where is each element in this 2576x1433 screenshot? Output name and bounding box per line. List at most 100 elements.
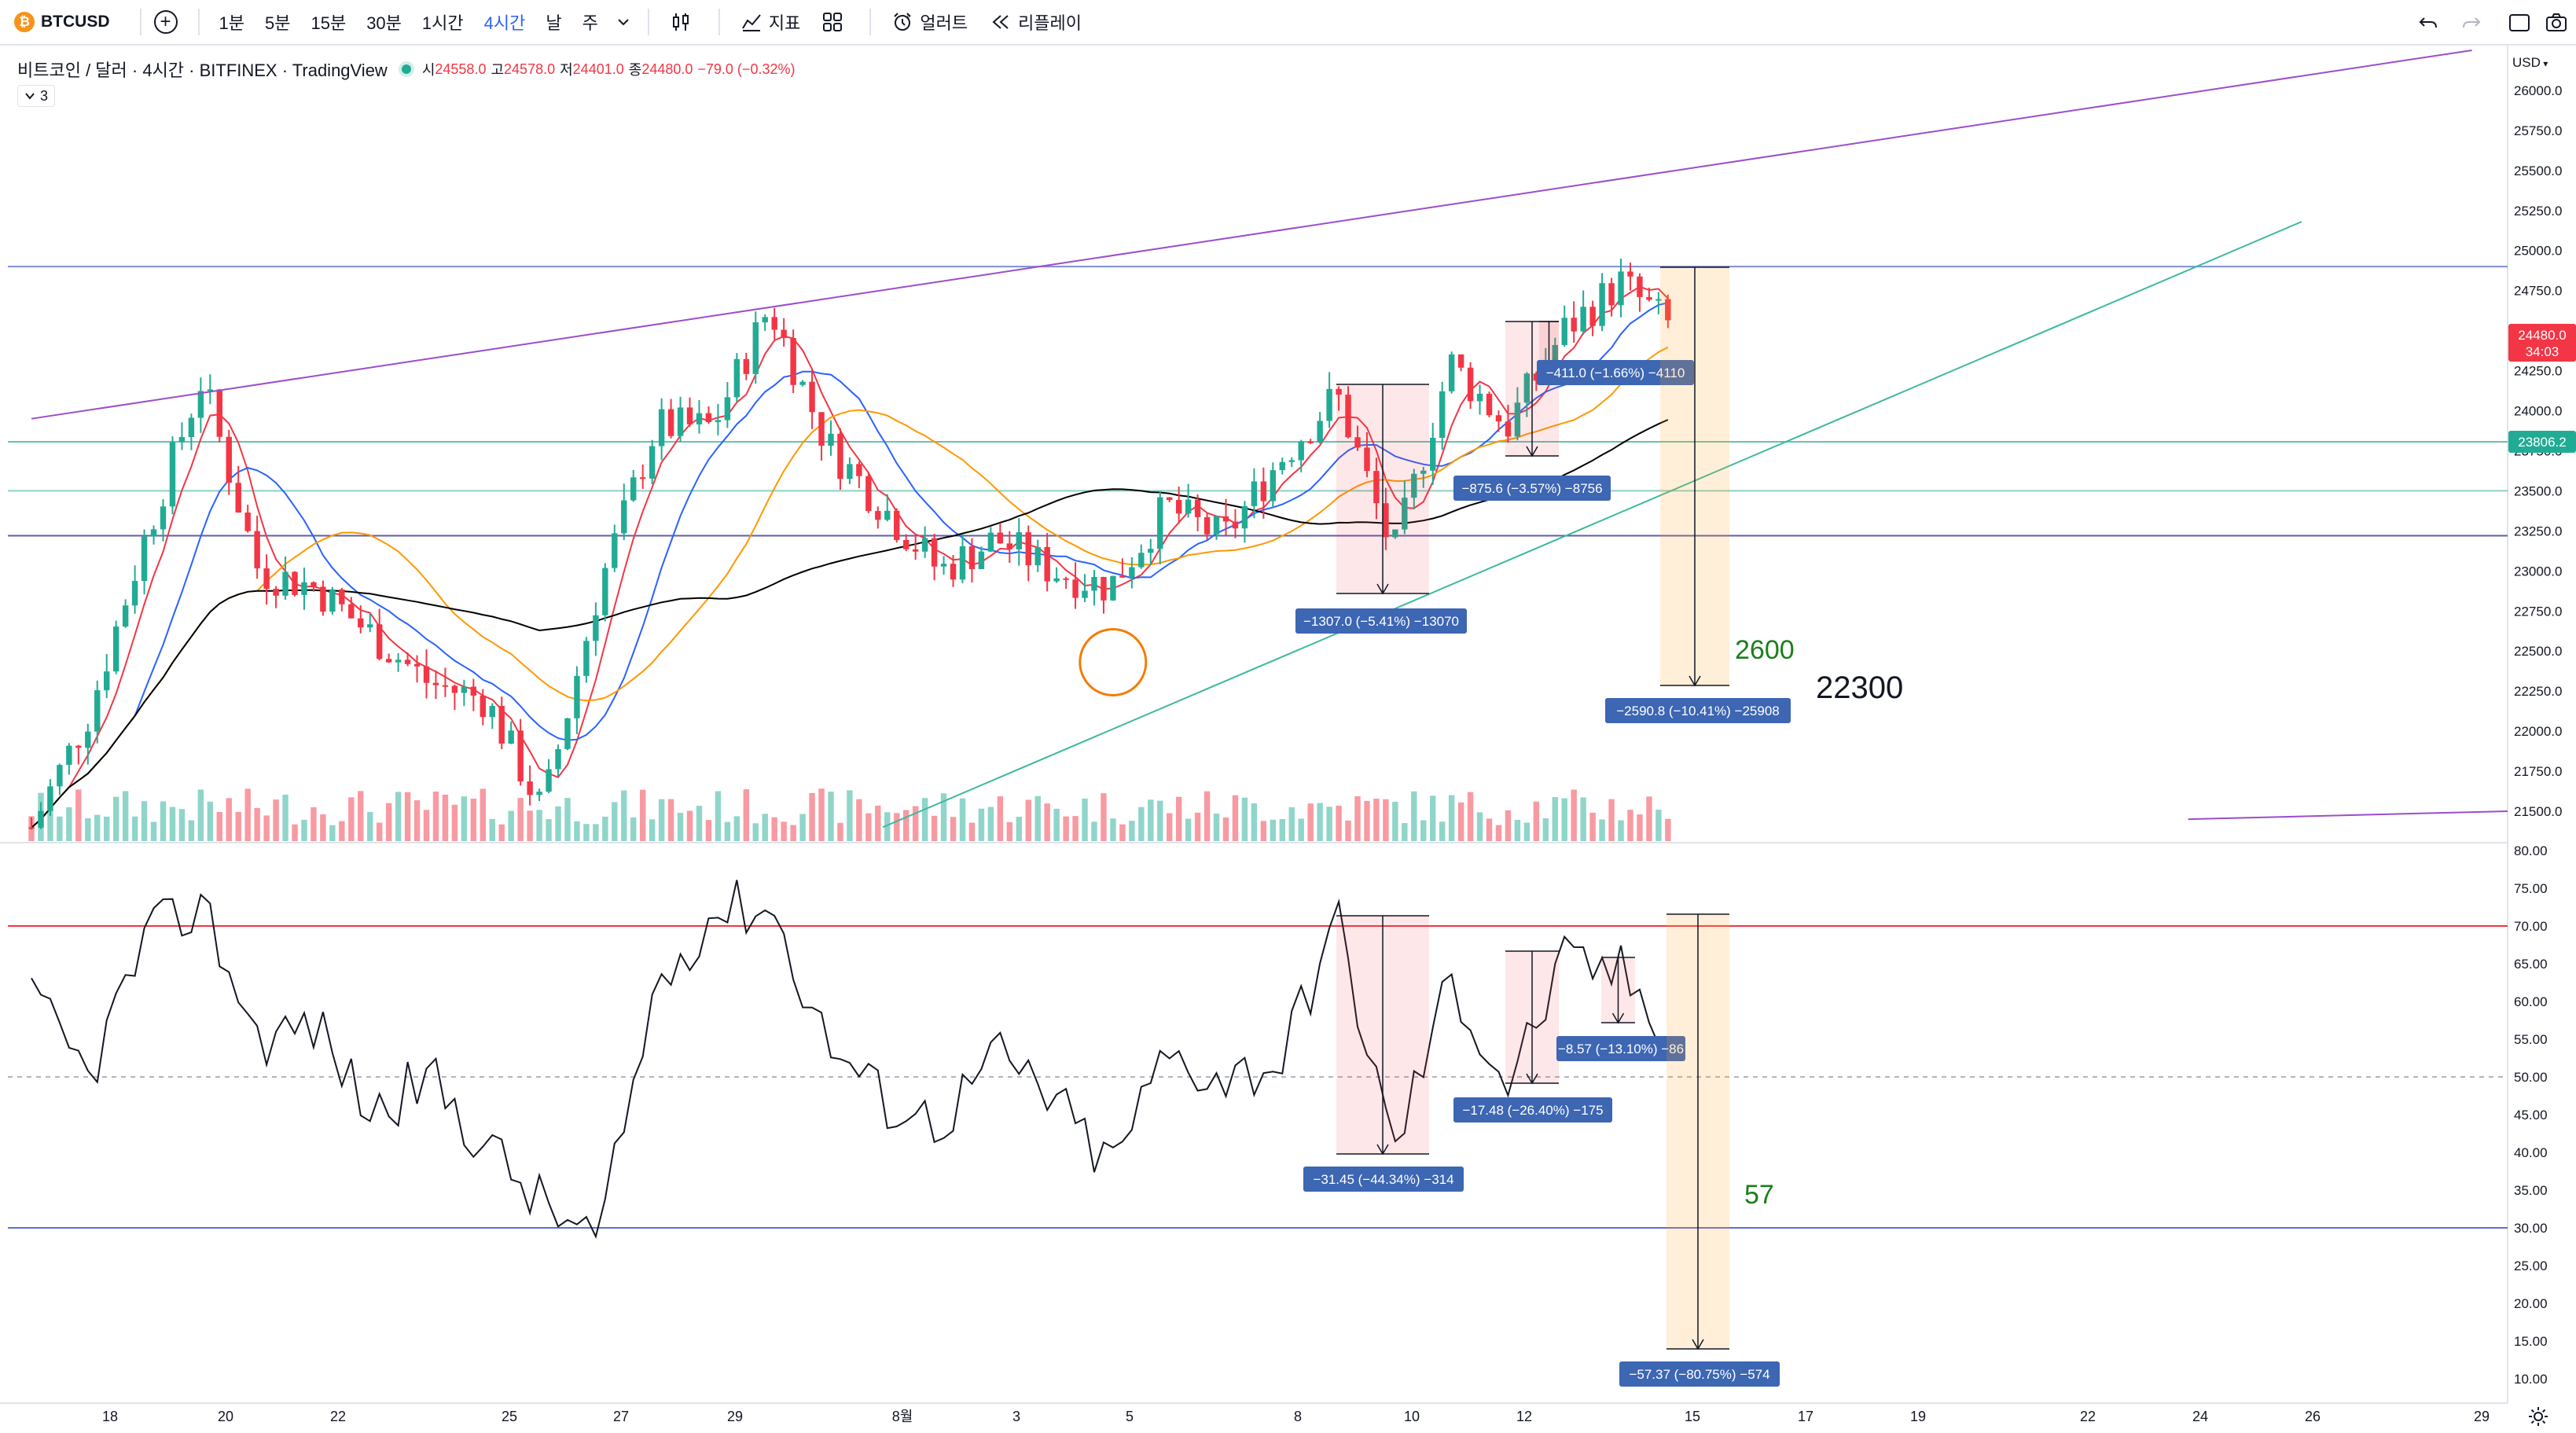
timeframe-button[interactable]: 날 — [546, 13, 562, 33]
volume-bar — [1222, 817, 1229, 841]
volume-bar — [207, 801, 214, 841]
toolbar-divider — [647, 9, 649, 35]
candle-body — [28, 827, 35, 829]
volume-bar — [1044, 803, 1050, 841]
trendline — [882, 221, 2302, 829]
compare-add-icon[interactable]: + — [153, 10, 178, 34]
layouts-button[interactable] — [811, 12, 860, 32]
candle-body — [517, 730, 524, 782]
rsi-axis-tick-label: 40.00 — [2514, 1145, 2548, 1160]
candle-body — [809, 381, 815, 413]
volume-bar — [1646, 796, 1652, 841]
candle-body — [1608, 283, 1615, 306]
moving-average-line — [31, 302, 1669, 829]
last-price-value: 24480.0 — [2518, 328, 2566, 343]
candle-body — [1129, 567, 1135, 578]
candle-body — [593, 615, 599, 641]
indicators-button[interactable]: 지표 — [729, 9, 811, 35]
candle-body — [847, 464, 853, 480]
timeframe-button[interactable]: 15분 — [311, 13, 347, 33]
volume-bar — [169, 807, 176, 841]
chevron-down-icon[interactable] — [616, 15, 630, 29]
volume-bar — [762, 814, 768, 841]
close-key: 종 — [628, 62, 642, 78]
axes: 26000.0 25750.0 25500.0 25250.0 25000.0 24750… — [102, 83, 2562, 1424]
measure-rsi-arrow-head — [1611, 1012, 1625, 1024]
candle-body — [677, 407, 684, 436]
volume-bar — [188, 820, 195, 841]
measure-price-arrow-head — [1376, 583, 1389, 595]
price-axis-tick-label: 22500.0 — [2514, 644, 2562, 659]
time-axis-tick-label: 8월 — [892, 1409, 913, 1424]
rewind-icon — [992, 15, 1009, 29]
symbol-search-button[interactable]: ₿ BTCUSD — [14, 0, 130, 45]
candle-body — [564, 718, 571, 749]
replay-button[interactable]: 리플레이 — [979, 9, 1093, 35]
volume-bar — [1241, 797, 1248, 841]
candle-body — [1298, 441, 1304, 461]
measure-rsi-label: −17.48 (−26.40%) −175 — [1462, 1103, 1603, 1118]
alert-button[interactable]: + 얼러트 — [880, 9, 979, 35]
candle-body — [1599, 283, 1605, 326]
high-value: 24578.0 — [504, 61, 556, 77]
candle-body — [875, 511, 881, 520]
timeframe-button[interactable]: 30분 — [366, 13, 402, 33]
volume-bar — [432, 791, 439, 841]
change-value: −79.0 (−0.32%) — [697, 61, 796, 77]
rsi-axis-tick-label: 65.00 — [2514, 957, 2548, 972]
candle-body — [959, 546, 966, 580]
candle-body — [602, 568, 608, 615]
volume-bar — [1063, 816, 1069, 841]
measure-rsi-arrow-head — [1692, 1339, 1704, 1350]
candle-body — [150, 529, 157, 537]
redo-button[interactable] — [2460, 0, 2482, 46]
indicator-list-toggle[interactable]: 3 — [17, 85, 56, 107]
volume-bar — [470, 799, 477, 841]
candle-body — [498, 706, 505, 744]
chart-type-button[interactable] — [659, 11, 709, 33]
candle-body — [1402, 498, 1408, 530]
fullscreen-button[interactable] — [2508, 0, 2531, 46]
timeframe-button[interactable]: 1시간 — [421, 13, 464, 33]
candle-body — [1213, 516, 1220, 535]
volume-bar — [658, 799, 665, 841]
candle-body — [480, 695, 487, 718]
candle-body — [376, 624, 383, 660]
volume-bar — [1091, 821, 1097, 841]
screenshot-button[interactable] — [2545, 0, 2568, 46]
measure-tools[interactable]: −1307.0 (−5.41%) −13070 −875.6 (−3.57%) −… — [1295, 266, 1791, 1387]
timeframe-button[interactable]: 4시간 — [483, 13, 526, 33]
volume-bar — [790, 825, 796, 841]
volume-bar — [1495, 825, 1502, 841]
time-axis-tick-label: 10 — [1404, 1409, 1420, 1424]
price-target-small-label: 2600 — [1735, 635, 1795, 665]
volume-bar — [968, 822, 976, 841]
last-price-tag: 24480.0 34:03 — [2508, 324, 2576, 362]
volume-bar — [639, 789, 646, 841]
candle-body — [1476, 393, 1483, 402]
timeframe-button[interactable]: 1분 — [219, 13, 244, 33]
volume-bar — [1232, 795, 1239, 841]
gear-icon[interactable] — [2526, 1405, 2550, 1428]
undo-button[interactable] — [2417, 0, 2439, 46]
volume-bar — [1025, 799, 1031, 841]
measure-price-label: −875.6 (−3.57%) −8756 — [1461, 481, 1602, 496]
volume-bar — [263, 815, 270, 841]
volume-bar — [921, 798, 928, 841]
volume-bar — [1599, 819, 1605, 841]
volume-bar — [536, 810, 542, 841]
volume-bar — [385, 803, 392, 841]
candle-body — [1110, 575, 1116, 601]
currency-selector[interactable]: USD ▾ — [2512, 55, 2548, 70]
price-axis-tick-label: 21500.0 — [2514, 804, 2562, 819]
chart-canvas[interactable]: −1307.0 (−5.41%) −13070 −875.6 (−3.57%) −… — [0, 46, 2576, 1433]
time-axis-tick-label: 19 — [1910, 1409, 1926, 1424]
candle-body — [639, 477, 646, 480]
rsi-axis-tick-label: 15.00 — [2514, 1334, 2548, 1349]
rsi-axis-tick-label: 80.00 — [2514, 843, 2548, 858]
candle-body — [752, 322, 759, 374]
candle-body — [1072, 579, 1079, 598]
timeframe-button[interactable]: 주 — [582, 13, 598, 33]
candle-body — [348, 604, 355, 619]
timeframe-button[interactable]: 5분 — [264, 13, 291, 33]
